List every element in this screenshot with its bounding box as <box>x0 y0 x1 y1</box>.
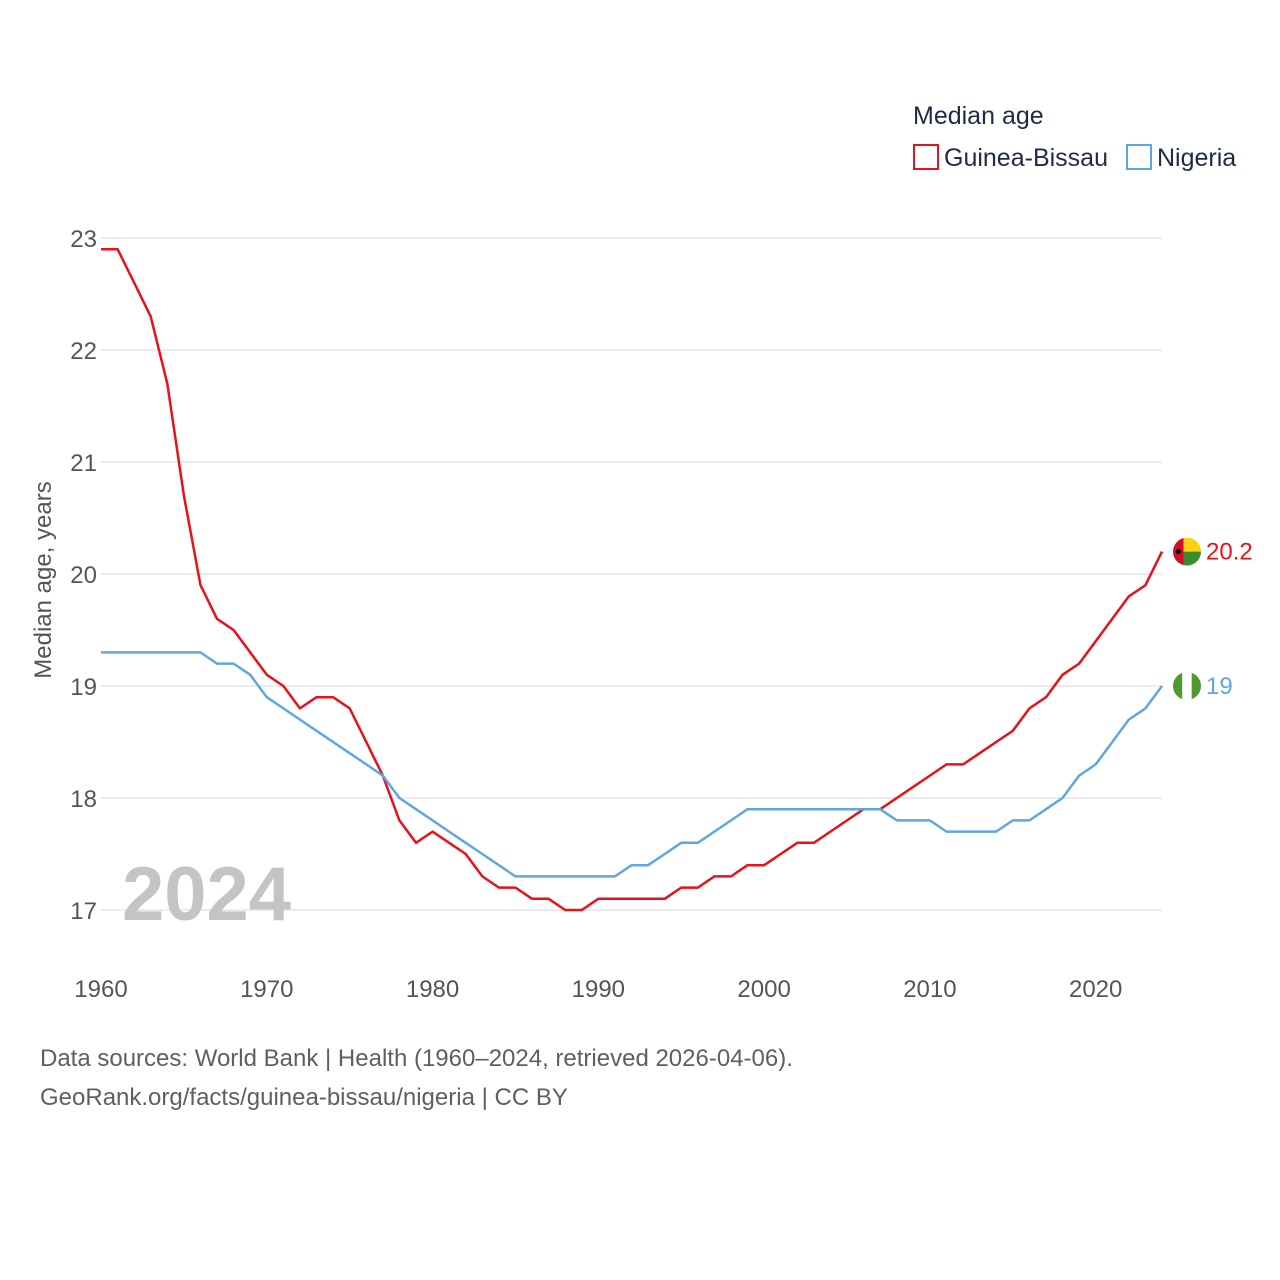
y-tick-label: 23 <box>70 226 97 253</box>
legend-swatch-guinea-bissau <box>913 144 939 170</box>
series-end-labels: 20.2 19 <box>1173 537 1253 700</box>
legend-item-guinea-bissau[interactable]: Guinea-Bissau <box>913 144 1108 172</box>
y-tick-label: 22 <box>70 338 97 365</box>
y-tick-label: 21 <box>70 450 97 477</box>
series-line-nigeria <box>101 651 1164 878</box>
end-label-nigeria: 19 <box>1206 673 1233 700</box>
legend-label-nigeria: Nigeria <box>1157 144 1236 172</box>
x-tick-label: 2010 <box>903 976 956 1003</box>
end-label-guinea-bissau: 20.2 <box>1206 539 1253 566</box>
legend: Median age Guinea-Bissau Nigeria <box>913 102 1236 172</box>
x-tick-label: 2000 <box>737 976 790 1003</box>
y-tick-label: 17 <box>70 898 97 925</box>
y-tick-label: 20 <box>70 562 97 589</box>
gridlines <box>101 237 1162 911</box>
data-source-note: Data sources: World Bank | Health (1960–… <box>40 1045 793 1072</box>
x-tick-label: 1970 <box>240 976 293 1003</box>
series-lines <box>101 247 1164 912</box>
year-watermark: 2024 <box>122 852 291 937</box>
legend-swatch-nigeria <box>1126 144 1152 170</box>
x-tick-label: 1980 <box>406 976 459 1003</box>
nigeria-flag-icon <box>1173 672 1201 700</box>
legend-title: Median age <box>913 102 1044 130</box>
x-axis-ticks: 1960 1970 1980 1990 2000 2010 2020 <box>74 976 1122 1003</box>
y-axis-label: Median age, years <box>30 481 57 678</box>
series-line-guinea-bissau <box>101 247 1164 912</box>
x-tick-label: 2020 <box>1069 976 1122 1003</box>
x-tick-label: 1960 <box>74 976 127 1003</box>
legend-item-nigeria[interactable]: Nigeria <box>1126 144 1236 172</box>
y-tick-label: 18 <box>70 786 97 813</box>
x-tick-label: 1990 <box>572 976 625 1003</box>
legend-label-guinea-bissau: Guinea-Bissau <box>944 144 1108 172</box>
y-axis-ticks: 17 18 19 20 21 22 23 <box>70 226 97 925</box>
y-tick-label: 19 <box>70 674 97 701</box>
credit-link[interactable]: GeoRank.org/facts/guinea-bissau/nigeria … <box>40 1084 568 1111</box>
